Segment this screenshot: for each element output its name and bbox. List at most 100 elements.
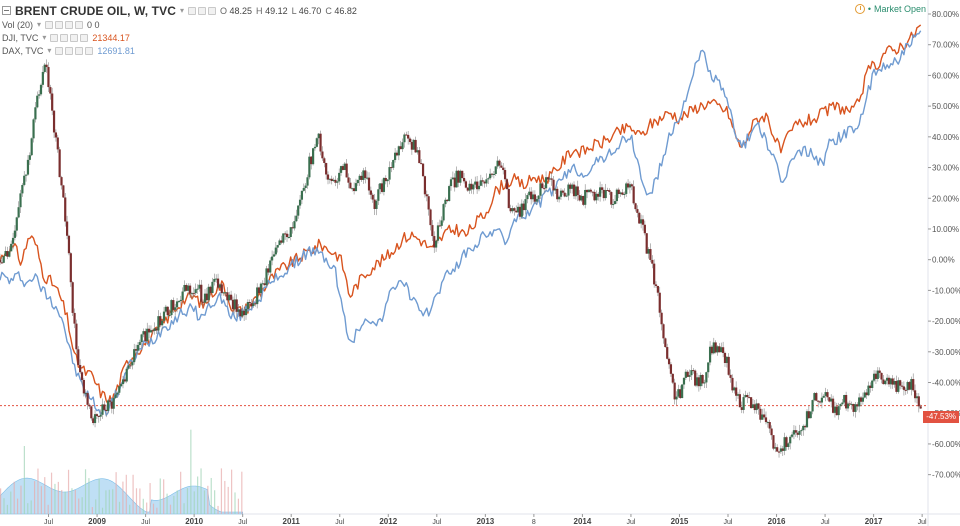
chevron-down-icon[interactable]: ▾ xyxy=(179,6,184,15)
dax-label[interactable]: DAX, TVC xyxy=(2,45,44,56)
candle-body xyxy=(106,400,110,412)
legend-dax[interactable]: DAX, TVC ▾ 12691.81 xyxy=(2,44,139,57)
volume-bar xyxy=(122,481,124,514)
candle-body xyxy=(431,225,434,237)
volume-bar xyxy=(132,474,134,514)
candle-body xyxy=(267,268,270,273)
volume-bar xyxy=(33,481,36,514)
candle-body xyxy=(358,175,361,180)
candle-body xyxy=(906,382,909,391)
candle-body xyxy=(155,328,158,331)
candle-body xyxy=(634,203,637,210)
settings-icon[interactable] xyxy=(197,6,206,15)
candle-body xyxy=(887,377,891,385)
candle-body xyxy=(619,192,622,195)
chevron-down-icon[interactable]: ▾ xyxy=(42,33,47,42)
candle-body xyxy=(658,292,661,313)
x-tick-label: Jul xyxy=(821,519,830,526)
eye-icon[interactable] xyxy=(55,46,64,55)
legend-main-series[interactable]: BRENT CRUDE OIL, W, TVC ▾ O 48.25 H 49.1… xyxy=(2,3,361,18)
symbol-title[interactable]: BRENT CRUDE OIL, W, TVC xyxy=(15,3,176,18)
candle-body xyxy=(82,379,85,394)
candle-body xyxy=(874,373,878,379)
candle-body xyxy=(474,181,477,185)
candle-body xyxy=(45,64,48,68)
dji-label[interactable]: DJI, TVC xyxy=(2,32,39,43)
candle-body xyxy=(285,233,289,238)
candle-body xyxy=(770,428,773,436)
legend-dji[interactable]: DJI, TVC ▾ 21344.17 xyxy=(2,31,134,44)
candle-body xyxy=(414,139,417,153)
candle-body xyxy=(531,194,535,200)
eye-icon[interactable] xyxy=(50,33,59,42)
candle-body xyxy=(692,370,695,372)
volume-bar xyxy=(105,490,107,514)
settings-icon[interactable] xyxy=(65,46,74,55)
more-icon[interactable] xyxy=(75,20,84,29)
more-icon[interactable] xyxy=(80,33,89,42)
settings-icon[interactable] xyxy=(60,33,69,42)
candle-body xyxy=(114,394,117,399)
market-status[interactable]: • Market Open xyxy=(854,4,926,14)
x-tick-label: Jul xyxy=(141,519,150,526)
volume-bar xyxy=(186,488,189,514)
candle-body xyxy=(768,422,771,429)
candle-body xyxy=(325,162,328,175)
more-icon[interactable] xyxy=(85,46,94,55)
candle-body xyxy=(613,201,617,205)
volume-bar xyxy=(81,497,83,514)
candle-body xyxy=(317,133,320,139)
candle-body xyxy=(917,396,920,407)
candle-body xyxy=(811,400,814,412)
candle-body xyxy=(675,396,678,400)
candle-body xyxy=(500,165,503,168)
volume-bar xyxy=(6,504,8,514)
volume-bar xyxy=(57,481,59,514)
y-tick-label: -70.00% xyxy=(932,471,960,480)
candle-body xyxy=(166,306,169,316)
collapse-icon[interactable] xyxy=(2,6,11,15)
chevron-down-icon[interactable]: ▾ xyxy=(47,46,52,55)
candle-body xyxy=(146,328,149,342)
candle-body xyxy=(271,256,274,261)
close-icon[interactable] xyxy=(70,33,79,42)
more-icon[interactable] xyxy=(207,6,216,15)
candle-body xyxy=(408,138,412,142)
candle-body xyxy=(559,190,563,197)
chevron-down-icon[interactable]: ▾ xyxy=(37,20,42,29)
series-line-dax xyxy=(0,30,922,416)
legend-volume[interactable]: Vol (20) ▾ 0 0 xyxy=(2,18,104,31)
candle-body xyxy=(312,148,315,165)
close-icon[interactable] xyxy=(65,20,74,29)
x-tick-label: 2016 xyxy=(768,517,786,526)
candle-body xyxy=(181,291,184,300)
eye-icon[interactable] xyxy=(45,20,54,29)
candle-body xyxy=(47,67,50,88)
candle-body xyxy=(708,346,712,363)
candle-body xyxy=(804,425,807,428)
close-icon[interactable] xyxy=(75,46,84,55)
candle-body xyxy=(630,184,633,187)
candle-body xyxy=(278,240,281,246)
candle-body xyxy=(326,174,330,180)
volume-bar xyxy=(115,472,117,514)
candle-body xyxy=(643,224,646,234)
settings-icon[interactable] xyxy=(55,20,64,29)
candle-body xyxy=(554,188,557,191)
candle-body xyxy=(52,110,56,133)
candle-body xyxy=(582,195,585,205)
volume-bar xyxy=(152,503,155,514)
candle-body xyxy=(714,342,717,353)
candle-body xyxy=(766,422,769,424)
candle-body xyxy=(753,404,756,411)
candle-body xyxy=(477,185,481,190)
candle-body xyxy=(621,192,624,195)
candle-body xyxy=(161,320,164,326)
volume-label[interactable]: Vol (20) xyxy=(2,19,34,30)
candle-body xyxy=(440,220,443,226)
candle-body xyxy=(682,377,686,385)
eye-icon[interactable] xyxy=(187,6,196,15)
candle-body xyxy=(190,293,194,295)
candle-body xyxy=(574,186,577,197)
